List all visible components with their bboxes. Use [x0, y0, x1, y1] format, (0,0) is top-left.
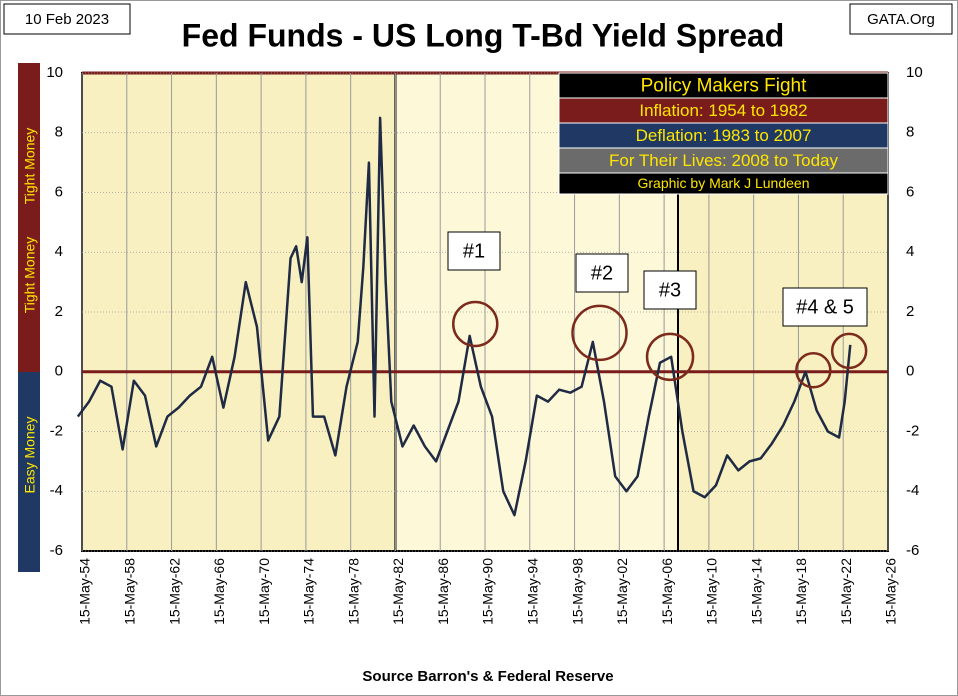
- y-tick-label: -4: [50, 482, 63, 499]
- y-tick-label: 10: [906, 64, 923, 81]
- legend-row: [558, 97, 889, 124]
- side-label: Tight Money: [22, 128, 38, 205]
- y-tick-label: 10: [46, 64, 63, 81]
- annotation-box: [447, 231, 501, 271]
- annotation-box: [575, 253, 629, 293]
- x-tick-label: 15-May-22: [838, 558, 854, 625]
- legend-text: For Their Lives: 2008 to Today: [609, 151, 839, 170]
- legend-row: [558, 172, 889, 195]
- y-tick-label: 6: [55, 183, 63, 200]
- highlight-circle: [571, 304, 628, 362]
- side-label: Easy Money: [22, 416, 38, 493]
- y-tick-label: 8: [55, 124, 63, 141]
- x-tick-label: 15-May-06: [659, 558, 675, 625]
- legend-row: [558, 122, 889, 149]
- legend-row: [558, 147, 889, 174]
- easy-bar: [18, 372, 40, 572]
- highlight-circle: [795, 352, 832, 389]
- y-tick-label: 2: [55, 303, 63, 320]
- x-tick-label: 15-May-54: [77, 558, 93, 625]
- tight-bar: [18, 63, 40, 372]
- x-tick-label: 15-May-78: [345, 558, 361, 625]
- y-tick-label: 4: [906, 243, 914, 260]
- source: Source Barron's & Federal Reserve: [362, 668, 613, 685]
- y-tick-label: 6: [906, 183, 914, 200]
- x-tick-label: 15-May-62: [166, 558, 182, 625]
- chart-title: Fed Funds - US Long T-Bd Yield Spread: [182, 17, 785, 53]
- highlight-circle: [452, 300, 499, 348]
- y-tick-label: 0: [55, 363, 63, 380]
- x-tick-label: 15-May-14: [748, 558, 764, 625]
- date-box: [3, 3, 131, 35]
- legend-text: Policy Makers Fight: [641, 76, 807, 97]
- annotation: #4 & 5: [796, 296, 854, 318]
- x-tick-label: 15-May-70: [256, 558, 272, 625]
- x-tick-label: 15-May-98: [569, 558, 585, 625]
- x-tick-label: 15-May-86: [435, 558, 451, 625]
- highlight-circle: [830, 332, 868, 370]
- annotation-box: [782, 287, 868, 327]
- y-tick-label: -6: [50, 542, 63, 559]
- x-tick-label: 15-May-02: [614, 558, 630, 625]
- legend-text: Graphic by Mark J Lundeen: [638, 175, 810, 191]
- x-tick-label: 15-May-90: [480, 558, 496, 625]
- y-tick-label: 4: [55, 243, 63, 260]
- y-tick-label: 8: [906, 124, 914, 141]
- data-line: [76, 116, 852, 517]
- x-tick-label: 15-May-74: [301, 558, 317, 625]
- site-box: [849, 3, 953, 35]
- x-tick-label: 15-May-66: [211, 558, 227, 625]
- highlight-circle: [645, 332, 695, 382]
- annotation: #3: [659, 279, 681, 301]
- x-tick-label: 15-May-82: [390, 558, 406, 625]
- x-tick-label: 15-May-94: [524, 558, 540, 625]
- legend-text: Inflation: 1954 to 1982: [639, 101, 807, 120]
- annotation: #1: [463, 240, 485, 262]
- x-tick-label: 15-May-58: [121, 558, 137, 625]
- y-tick-label: 0: [906, 363, 914, 380]
- legend-text: Deflation: 1983 to 2007: [636, 126, 812, 145]
- side-label: Tight Money: [22, 237, 38, 314]
- y-tick-label: -6: [906, 542, 919, 559]
- site: GATA.Org: [867, 11, 935, 28]
- annotation: #2: [591, 262, 613, 284]
- x-tick-label: 15-May-10: [704, 558, 720, 625]
- y-tick-label: 2: [906, 303, 914, 320]
- y-tick-label: -4: [906, 482, 919, 499]
- legend-row: [558, 72, 889, 99]
- annotation-box: [643, 270, 697, 310]
- y-tick-label: -2: [906, 422, 919, 439]
- x-tick-label: 15-May-18: [793, 558, 809, 625]
- y-tick-label: -2: [50, 422, 63, 439]
- date-stamp: 10 Feb 2023: [25, 11, 109, 28]
- x-tick-label: 15-May-26: [883, 558, 899, 625]
